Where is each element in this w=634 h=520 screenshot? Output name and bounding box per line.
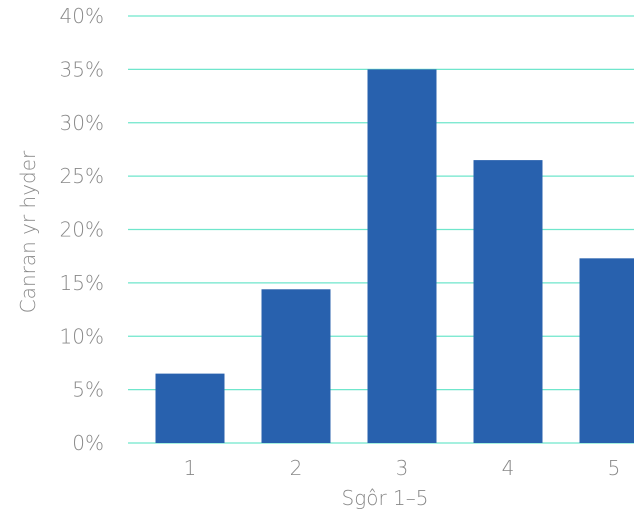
y-tick-label: 20% bbox=[60, 218, 104, 242]
bars bbox=[155, 69, 634, 444]
bar-1 bbox=[155, 373, 225, 443]
y-tick-label: 5% bbox=[72, 378, 104, 402]
bar-5 bbox=[579, 258, 634, 443]
bar-3 bbox=[367, 69, 437, 443]
y-tick-label: 35% bbox=[60, 57, 104, 81]
x-axis-ticks: 1 2 3 4 5 bbox=[184, 456, 621, 480]
y-tick-label: 40% bbox=[60, 4, 104, 28]
y-tick-label: 25% bbox=[60, 164, 104, 188]
x-tick-label: 4 bbox=[502, 456, 515, 480]
y-tick-label: 10% bbox=[60, 324, 104, 348]
x-tick-label: 5 bbox=[608, 456, 621, 480]
x-tick-label: 2 bbox=[290, 456, 303, 480]
x-tick-label: 1 bbox=[184, 456, 197, 480]
y-axis-title: Canran yr hyder bbox=[16, 150, 40, 313]
y-tick-label: 15% bbox=[60, 271, 104, 295]
y-tick-label: 0% bbox=[72, 431, 104, 455]
y-tick-label: 30% bbox=[60, 111, 104, 135]
bar-2 bbox=[261, 289, 331, 443]
y-axis-ticks: 0% 5% 10% 15% 20% 25% 30% 35% 40% bbox=[60, 4, 104, 455]
bar-4 bbox=[473, 160, 543, 444]
x-axis-title: Sgôr 1–5 bbox=[342, 486, 429, 510]
x-tick-label: 3 bbox=[396, 456, 409, 480]
